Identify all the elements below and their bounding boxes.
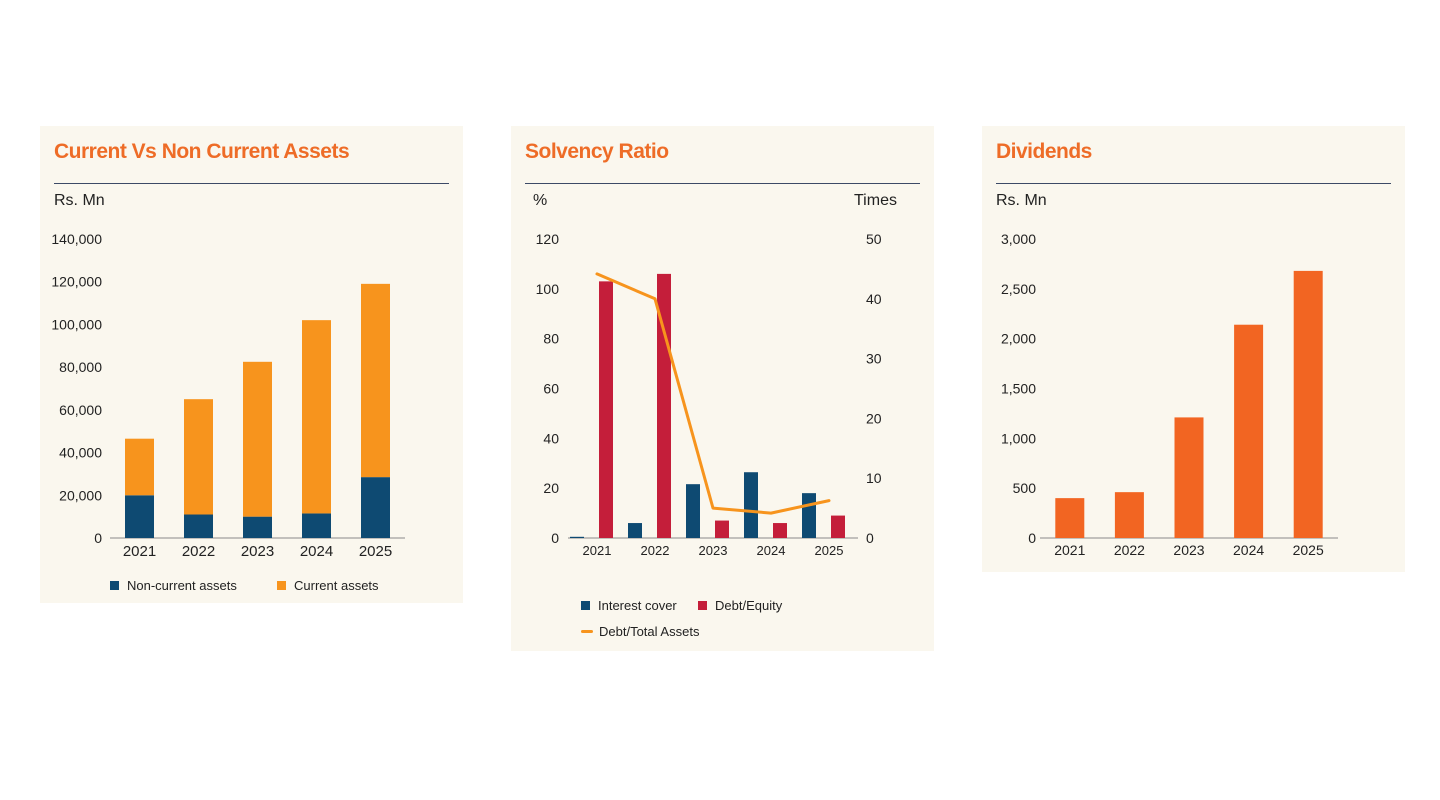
bar-debt-equity	[715, 520, 729, 538]
solvency-unit-right: Times	[854, 192, 897, 209]
y-tick-label-left: 100	[536, 281, 560, 297]
legend-item-non-current: Non-current assets	[110, 578, 237, 593]
y-tick-label: 100,000	[51, 316, 102, 332]
y-tick-label: 3,000	[1001, 231, 1036, 247]
x-tick-label: 2021	[1054, 542, 1085, 558]
y-tick-label-left: 40	[543, 430, 559, 446]
y-tick-label-right: 50	[866, 231, 882, 247]
bar-current	[125, 438, 154, 496]
bar-dividend	[1055, 498, 1085, 538]
solvency-title-rule	[525, 183, 920, 184]
legend-label-debt-equity: Debt/Equity	[715, 598, 783, 613]
bar-current	[243, 361, 272, 517]
bar-dividend	[1114, 492, 1144, 538]
legend-label-current: Current assets	[294, 578, 379, 593]
legend-swatch-interest-cover	[581, 601, 590, 610]
bar-interest-cover	[744, 472, 758, 538]
x-tick-label: 2025	[359, 543, 392, 560]
legend-swatch-current	[277, 581, 286, 590]
y-tick-label: 1,500	[1001, 381, 1036, 397]
legend-label-interest-cover: Interest cover	[598, 598, 677, 613]
legend-swatch-non-current	[110, 581, 119, 590]
line-debt-total-assets	[595, 272, 831, 515]
x-tick-label: 2023	[699, 543, 728, 558]
dividends-title: Dividends	[996, 140, 1092, 163]
assets-panel: 0 20,000 40,000 60,000 80,000 100,000 120,000 1…	[40, 126, 463, 603]
y-tick-label: 80,000	[59, 359, 102, 375]
y-tick-label: 120,000	[51, 274, 102, 290]
x-tick-label: 2025	[1293, 542, 1324, 558]
legend-swatch-debt-total-assets	[581, 630, 593, 633]
x-tick-label: 2022	[1114, 542, 1145, 558]
dividends-unit: Rs. Mn	[996, 192, 1047, 209]
legend-item-debt-equity: Debt/Equity	[698, 598, 782, 613]
bar-current	[184, 399, 213, 515]
bar-non-current	[361, 477, 390, 538]
bar-dividend	[1234, 324, 1264, 538]
x-tick-label: 2022	[182, 543, 215, 560]
y-tick-label-right: 40	[866, 291, 882, 307]
bar-debt-equity	[831, 515, 845, 538]
y-tick-label: 20,000	[59, 487, 102, 503]
bar-non-current	[302, 513, 331, 538]
bar-debt-equity	[599, 281, 613, 538]
x-tick-label: 2022	[641, 543, 670, 558]
y-tick-label-right: 30	[866, 351, 882, 367]
bar-interest-cover	[628, 523, 642, 538]
assets-title: Current Vs Non Current Assets	[54, 140, 350, 163]
y-tick-label-right: 0	[866, 530, 874, 546]
y-tick-label: 60,000	[59, 402, 102, 418]
bar-non-current	[125, 495, 154, 538]
solvency-panel: 0 20 40 60 80 100 120 0 10 20 30 40 50 2021 2022 2023 20…	[511, 126, 934, 651]
bar-dividend	[1293, 270, 1323, 538]
x-tick-label: 2024	[757, 543, 786, 558]
x-tick-label: 2025	[815, 543, 844, 558]
y-tick-label: 0	[1028, 530, 1036, 546]
bar-dividend	[1174, 417, 1204, 538]
x-tick-label: 2024	[300, 543, 333, 560]
y-tick-label-left: 80	[543, 331, 559, 347]
bar-non-current	[243, 516, 272, 538]
y-tick-label-right: 20	[866, 410, 882, 426]
assets-chart: 0 20,000 40,000 60,000 80,000 100,000 120,000 1…	[51, 231, 405, 560]
bar-debt-equity	[773, 523, 787, 538]
legend-swatch-debt-equity	[698, 601, 707, 610]
bar-current	[302, 320, 331, 514]
legend-item-current: Current assets	[277, 578, 379, 593]
bar-current	[361, 283, 390, 478]
x-tick-label: 2023	[1173, 542, 1204, 558]
y-tick-label-left: 60	[543, 381, 559, 397]
assets-title-rule	[54, 183, 449, 184]
legend-item-debt-total-assets: Debt/Total Assets	[581, 624, 699, 639]
legend-label-non-current: Non-current assets	[127, 578, 237, 593]
y-tick-label-right: 10	[866, 470, 882, 486]
assets-unit: Rs. Mn	[54, 192, 105, 209]
y-tick-label: 2,500	[1001, 281, 1036, 297]
dividends-title-rule	[996, 183, 1391, 184]
y-tick-label: 140,000	[51, 231, 102, 247]
bar-interest-cover	[570, 536, 584, 538]
x-tick-label: 2023	[241, 543, 274, 560]
solvency-unit-left: %	[533, 192, 548, 209]
solvency-chart: 0 20 40 60 80 100 120 0 10 20 30 40 50 2021 2022 2023 20…	[536, 231, 882, 558]
dividends-panel: 0 500 1,000 1,500 2,000 2,500 3,000 2021 2022 202…	[982, 126, 1405, 572]
x-tick-label: 2024	[1233, 542, 1264, 558]
y-tick-label: 2,000	[1001, 331, 1036, 347]
y-tick-label: 0	[94, 530, 102, 546]
y-tick-label-left: 0	[551, 530, 559, 546]
y-tick-label: 1,000	[1001, 430, 1036, 446]
bar-interest-cover	[686, 484, 700, 538]
y-tick-label-left: 20	[543, 480, 559, 496]
legend-item-interest-cover: Interest cover	[581, 598, 677, 613]
y-tick-label: 40,000	[59, 445, 102, 461]
x-tick-label: 2021	[123, 543, 156, 560]
legend-label-debt-total-assets: Debt/Total Assets	[599, 624, 700, 639]
bar-interest-cover	[802, 493, 816, 538]
bar-non-current	[184, 514, 213, 538]
solvency-title: Solvency Ratio	[525, 140, 669, 163]
y-tick-label: 500	[1013, 480, 1037, 496]
y-tick-label-left: 120	[536, 231, 560, 247]
dividends-chart: 0 500 1,000 1,500 2,000 2,500 3,000 2021 2022 202…	[1001, 231, 1338, 558]
x-tick-label: 2021	[583, 543, 612, 558]
